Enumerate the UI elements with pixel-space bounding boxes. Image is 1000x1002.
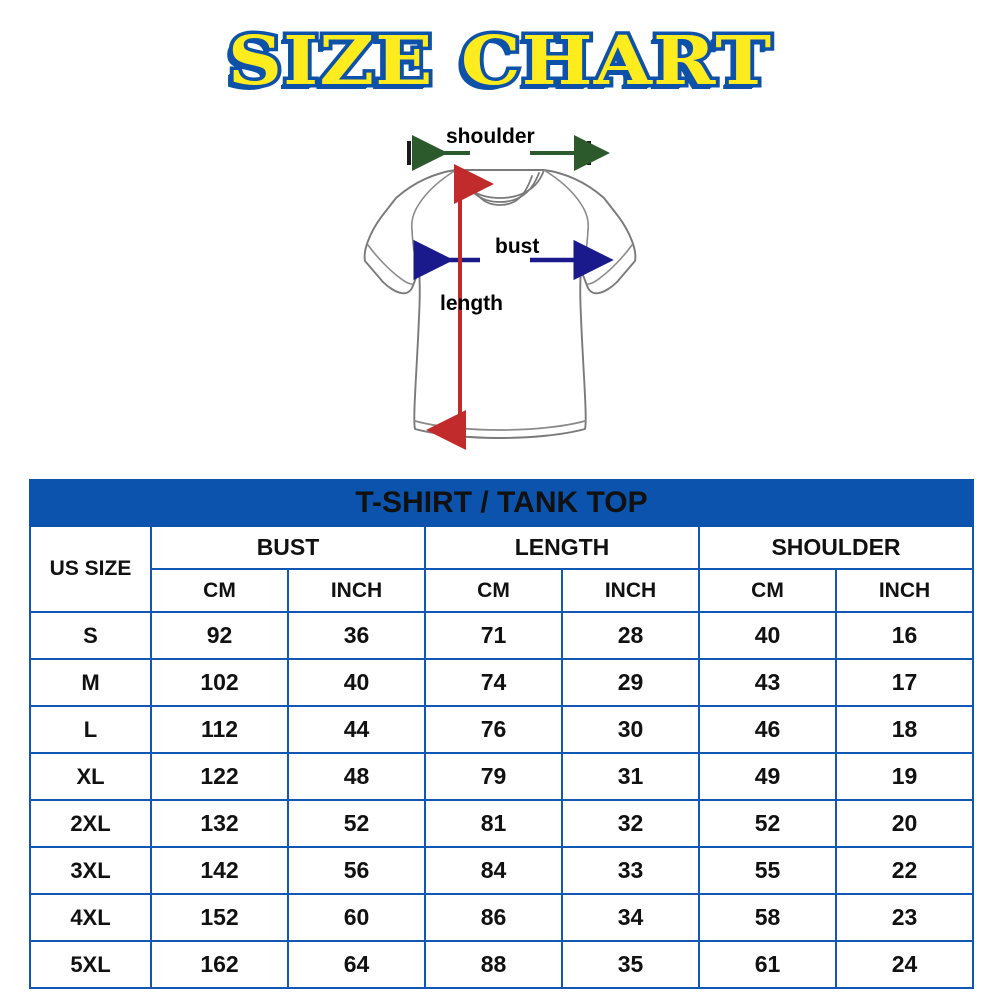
cell-us-size: 4XL	[29, 893, 152, 942]
column-group-length: LENGTH	[424, 525, 700, 570]
cell-us-size: L	[29, 705, 152, 754]
cell-length-cm: 86	[424, 893, 563, 942]
table-banner-row: T-SHIRT / TANK TOP	[28, 479, 975, 527]
table-row: 4XL 152 60 86 34 58 23	[29, 893, 975, 942]
cell-length-cm: 88	[424, 940, 563, 989]
table-row: 2XL 132 52 81 32 52 20	[29, 799, 975, 848]
cell-length-cm: 81	[424, 799, 563, 848]
column-header-us-size: US SIZE	[29, 525, 152, 613]
cell-bust-in: 40	[287, 658, 426, 707]
table-row: L 112 44 76 30 46 18	[29, 705, 975, 754]
cell-bust-in: 56	[287, 846, 426, 895]
cell-shoulder-in: 18	[834, 705, 975, 754]
column-header-bust-cm: CM	[150, 568, 289, 613]
cell-bust-in: 52	[287, 799, 426, 848]
cell-length-cm: 79	[424, 752, 563, 801]
column-header-length-cm: CM	[424, 568, 563, 613]
cell-shoulder-in: 22	[834, 846, 975, 895]
table-row: S 92 36 71 28 40 16	[29, 611, 975, 660]
cell-length-cm: 71	[424, 611, 563, 660]
cell-bust-cm: 142	[150, 846, 289, 895]
cell-shoulder-cm: 58	[698, 893, 837, 942]
cell-length-in: 35	[561, 940, 700, 989]
table-row: 5XL 162 64 88 35 61 24	[29, 940, 975, 989]
table-row: M 102 40 74 29 43 17	[29, 658, 975, 707]
cell-us-size: 5XL	[29, 940, 152, 989]
length-label: length	[440, 292, 503, 315]
cell-us-size: 3XL	[29, 846, 152, 895]
cell-us-size: XL	[29, 752, 152, 801]
cell-bust-cm: 92	[150, 611, 289, 660]
cell-length-in: 29	[561, 658, 700, 707]
cell-length-in: 34	[561, 893, 700, 942]
column-header-length-inch: INCH	[561, 568, 700, 613]
cell-bust-cm: 112	[150, 705, 289, 754]
cell-shoulder-in: 24	[834, 940, 975, 989]
cell-length-cm: 74	[424, 658, 563, 707]
cell-shoulder-in: 20	[834, 799, 975, 848]
column-group-shoulder: SHOULDER	[697, 525, 975, 570]
column-header-shoulder-inch: INCH	[834, 568, 975, 613]
table-unit-header-row: CM INCH CM INCH CM INCH	[30, 568, 975, 613]
cell-us-size: 2XL	[29, 799, 152, 848]
cell-length-in: 33	[561, 846, 700, 895]
cell-bust-cm: 132	[150, 799, 289, 848]
table-row: 3XL 142 56 84 33 55 22	[29, 846, 975, 895]
column-header-bust-inch: INCH	[287, 568, 426, 613]
cell-us-size: M	[29, 658, 152, 707]
left-cuff-path	[367, 244, 413, 285]
cell-shoulder-in: 23	[834, 893, 975, 942]
cell-shoulder-cm: 43	[698, 658, 837, 707]
column-group-bust: BUST	[150, 525, 426, 570]
page-title-banner: SIZE CHART	[0, 18, 1000, 114]
table-banner-title: T-SHIRT / TANK TOP	[28, 479, 975, 527]
size-chart-table: T-SHIRT / TANK TOP US SIZE BUST LENGTH S…	[28, 479, 975, 989]
cell-length-in: 32	[561, 799, 700, 848]
page-title: SIZE CHART	[224, 18, 775, 104]
cell-bust-cm: 152	[150, 893, 289, 942]
cell-shoulder-cm: 55	[698, 846, 837, 895]
cell-bust-cm: 102	[150, 658, 289, 707]
cell-bust-cm: 162	[150, 940, 289, 989]
cell-bust-in: 44	[287, 705, 426, 754]
cell-length-in: 31	[561, 752, 700, 801]
cell-bust-cm: 122	[150, 752, 289, 801]
cell-us-size: S	[29, 611, 152, 660]
cell-shoulder-cm: 61	[698, 940, 837, 989]
cell-length-cm: 76	[424, 705, 563, 754]
cell-shoulder-cm: 46	[698, 705, 837, 754]
t-shirt-measurement-diagram: shoulder bust length	[0, 112, 1000, 462]
column-header-shoulder-cm: CM	[698, 568, 837, 613]
cell-bust-in: 48	[287, 752, 426, 801]
shoulder-label: shoulder	[446, 125, 535, 148]
table-body: S 92 36 71 28 40 16 M 102 40 74 29 43 17 L 112 44 76 30 46 1…	[29, 611, 975, 989]
table-head: T-SHIRT / TANK TOP US SIZE BUST LENGTH S…	[28, 479, 975, 613]
cell-length-in: 30	[561, 705, 700, 754]
cell-shoulder-cm: 52	[698, 799, 837, 848]
cell-bust-in: 36	[287, 611, 426, 660]
cell-length-cm: 84	[424, 846, 563, 895]
table-row: XL 122 48 79 31 49 19	[29, 752, 975, 801]
cell-shoulder-in: 17	[834, 658, 975, 707]
cell-bust-in: 64	[287, 940, 426, 989]
size-chart-table-wrapper: T-SHIRT / TANK TOP US SIZE BUST LENGTH S…	[28, 479, 975, 989]
cell-shoulder-cm: 49	[698, 752, 837, 801]
right-shoulder-seam	[543, 169, 590, 231]
cell-bust-in: 60	[287, 893, 426, 942]
cell-length-in: 28	[561, 611, 700, 660]
cell-shoulder-cm: 40	[698, 611, 837, 660]
cell-shoulder-in: 16	[834, 611, 975, 660]
bust-label: bust	[495, 235, 540, 258]
table-group-header-row: US SIZE BUST LENGTH SHOULDER	[29, 525, 975, 613]
cell-shoulder-in: 19	[834, 752, 975, 801]
shoulder-measure-group	[407, 135, 610, 171]
t-shirt-diagram-svg	[363, 135, 637, 450]
